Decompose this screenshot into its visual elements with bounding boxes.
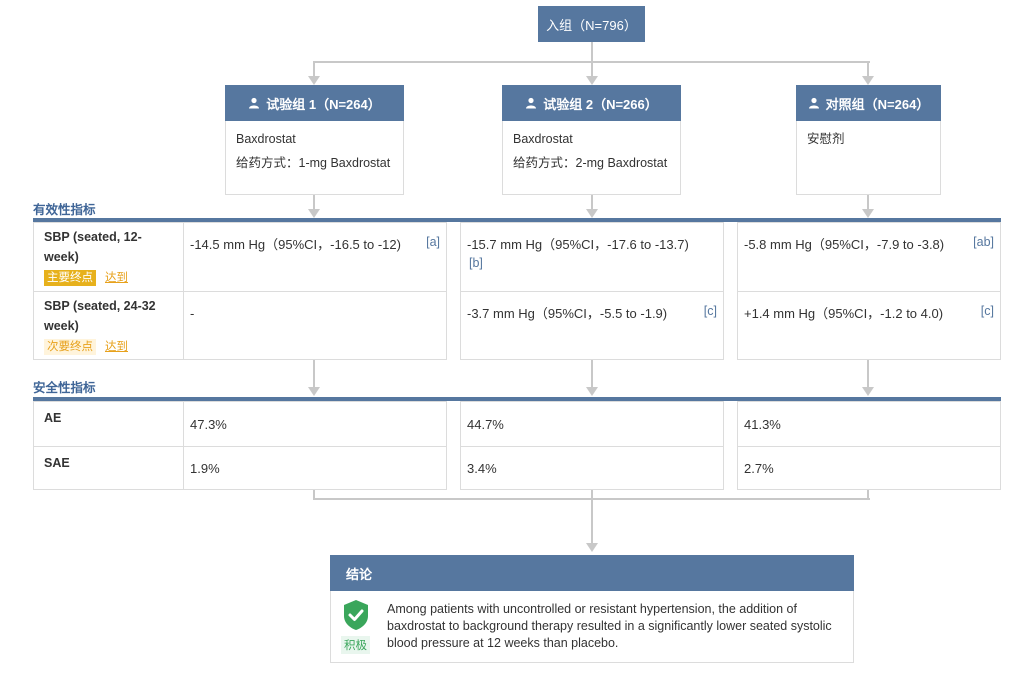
efficacy-value: -3.7 mm Hg（95%CI，-5.5 to -1.9): [467, 306, 668, 321]
arm-card-1: 试验组 1（N=264） Baxdrostat 给药方式：1-mg Baxdro…: [225, 85, 404, 195]
efficacy-value-cell: -3.7 mm Hg（95%CI，-5.5 to -1.9) [c]: [460, 291, 724, 360]
user-icon: [249, 97, 260, 109]
safety-row-label: SAE: [33, 446, 184, 490]
safety-value-cell: 2.7%: [737, 446, 1001, 490]
reference-link[interactable]: [b]: [469, 256, 483, 270]
connector-line: [867, 61, 869, 77]
connector-line: [591, 42, 593, 62]
safety-value: 47.3%: [190, 417, 227, 432]
efficacy-value: -: [190, 306, 195, 321]
arrow-icon: [862, 387, 874, 396]
safety-section-title: 安全性指标: [33, 381, 96, 395]
safety-value-cell: 44.7%: [460, 401, 724, 447]
arrow-icon: [862, 76, 874, 85]
endpoint-status[interactable]: 达到: [105, 272, 128, 284]
arm-title: 试验组 1（N=264）: [266, 96, 381, 112]
conclusion-header: 结论: [330, 555, 854, 591]
connector-line: [313, 61, 315, 77]
reference-link[interactable]: [ab]: [973, 235, 994, 249]
connector-line: [591, 490, 593, 500]
arrow-icon: [586, 543, 598, 552]
efficacy-value-cell: -15.7 mm Hg（95%CI，-17.6 to -13.7) [b]: [460, 222, 724, 292]
safety-value-cell: 1.9%: [183, 446, 447, 490]
connector-line: [591, 182, 593, 210]
arm-title: 试验组 2（N=266）: [543, 96, 658, 112]
safety-value-cell: 3.4%: [460, 446, 724, 490]
arm-card-3: 对照组（N=264） 安慰剂: [796, 85, 941, 195]
arm-drug: Baxdrostat: [236, 132, 296, 146]
reference-link[interactable]: [c]: [980, 304, 994, 318]
arrow-icon: [586, 209, 598, 218]
safety-rule: [33, 397, 1001, 401]
efficacy-row-label: SBP (seated, 24-32 week) 次要终点 达到: [33, 291, 184, 360]
connector-line: [867, 360, 869, 388]
arm-card-2: 试验组 2（N=266） Baxdrostat 给药方式：2-mg Baxdro…: [502, 85, 681, 195]
arrow-icon: [586, 387, 598, 396]
efficacy-value-cell: +1.4 mm Hg（95%CI，-1.2 to 4.0) [c]: [737, 291, 1001, 360]
safety-value: 44.7%: [467, 417, 504, 432]
reference-link[interactable]: [a]: [426, 235, 440, 249]
row-label: AE: [44, 411, 62, 425]
safety-row-label: AE: [33, 401, 184, 447]
conclusion-title: 结论: [346, 566, 373, 582]
endpoint-status[interactable]: 达到: [105, 341, 128, 353]
safety-value: 41.3%: [744, 417, 781, 432]
connector-line: [867, 182, 869, 210]
arrow-icon: [308, 209, 320, 218]
efficacy-rule: [33, 218, 1001, 222]
arm-drug: 安慰剂: [807, 132, 845, 146]
arrow-icon: [862, 209, 874, 218]
connector-line: [313, 182, 315, 210]
efficacy-value: -15.7 mm Hg（95%CI，-17.6 to -13.7): [467, 237, 689, 252]
arm-title: 对照组（N=264）: [825, 96, 930, 112]
safety-value-cell: 47.3%: [183, 401, 447, 447]
arm-header: 对照组（N=264）: [796, 85, 941, 121]
secondary-endpoint-tag: 次要终点: [44, 339, 96, 355]
arm-body: 安慰剂: [796, 121, 941, 195]
safety-value-cell: 41.3%: [737, 401, 1001, 447]
connector-line: [867, 490, 869, 500]
arm-header: 试验组 1（N=264）: [225, 85, 404, 121]
safety-value: 2.7%: [744, 461, 774, 476]
efficacy-value: -14.5 mm Hg（95%CI，-16.5 to -12): [190, 237, 401, 252]
user-icon: [526, 97, 537, 109]
connector-line: [313, 490, 315, 500]
arm-body: Baxdrostat 给药方式：1-mg Baxdrostat: [225, 121, 404, 195]
safety-value: 3.4%: [467, 461, 497, 476]
efficacy-value: -5.8 mm Hg（95%CI，-7.9 to -3.8): [744, 237, 945, 252]
row-label: SBP (seated, 12-week): [44, 230, 142, 264]
arrow-icon: [308, 76, 320, 85]
efficacy-row-label: SBP (seated, 12-week) 主要终点 达到: [33, 222, 184, 292]
arm-dosing: 给药方式：1-mg Baxdrostat: [236, 156, 391, 170]
efficacy-value-cell: -14.5 mm Hg（95%CI，-16.5 to -12) [a]: [183, 222, 447, 292]
connector-line: [313, 360, 315, 388]
reference-link[interactable]: [c]: [703, 304, 717, 318]
row-label: SAE: [44, 456, 70, 470]
arm-dosing: 给药方式：2-mg Baxdrostat: [513, 156, 668, 170]
efficacy-value: +1.4 mm Hg（95%CI，-1.2 to 4.0): [744, 306, 944, 321]
arrow-icon: [586, 76, 598, 85]
positive-badge: 积极: [341, 636, 370, 654]
user-icon: [808, 97, 819, 109]
arrow-icon: [308, 387, 320, 396]
arm-drug: Baxdrostat: [513, 132, 573, 146]
row-label: SBP (seated, 24-32 week): [44, 299, 156, 333]
check-shield-icon: [344, 600, 368, 630]
connector-line: [591, 360, 593, 388]
enrollment-label: 入组（N=796）: [546, 17, 637, 33]
arm-header: 试验组 2（N=266）: [502, 85, 681, 121]
conclusion-body: 积极 Among patients with uncontrolled or r…: [330, 591, 854, 663]
efficacy-section-title: 有效性指标: [33, 203, 96, 217]
arm-body: Baxdrostat 给药方式：2-mg Baxdrostat: [502, 121, 681, 195]
safety-value: 1.9%: [190, 461, 220, 476]
enrollment-node: 入组（N=796）: [538, 6, 645, 42]
efficacy-value-cell: -5.8 mm Hg（95%CI，-7.9 to -3.8) [ab]: [737, 222, 1001, 292]
connector-line: [591, 498, 593, 544]
conclusion-text: Among patients with uncontrolled or resi…: [387, 602, 832, 650]
conclusion-card: 结论 积极 Among patients with uncontrolled o…: [330, 555, 854, 663]
primary-endpoint-tag: 主要终点: [44, 270, 96, 286]
efficacy-value-cell: -: [183, 291, 447, 360]
connector-line: [591, 61, 593, 77]
